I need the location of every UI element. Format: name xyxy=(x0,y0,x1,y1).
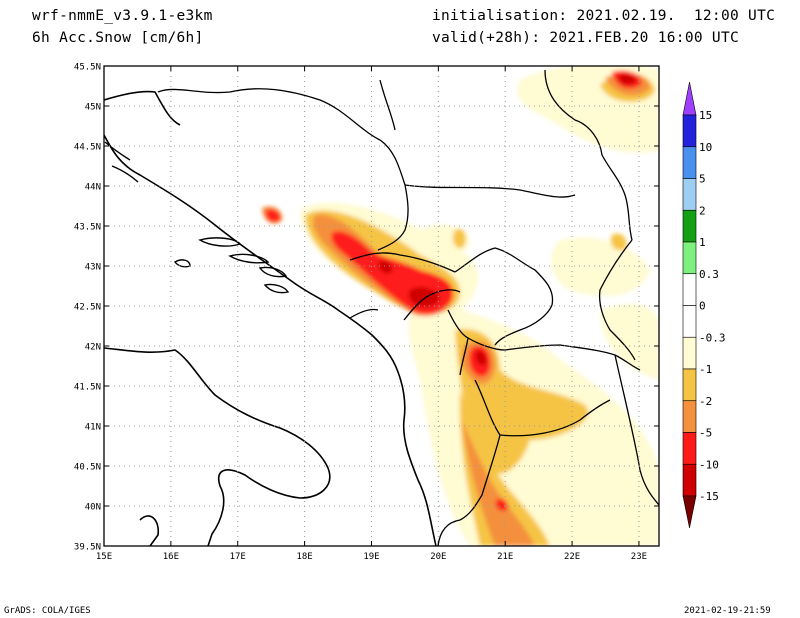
colorbar-label: 0 xyxy=(699,300,706,313)
longitude-axis: 15E 16E 17E 18E 19E 20E 21E 22E 23E xyxy=(96,66,647,562)
colorbar-label: -10 xyxy=(699,458,719,471)
lat-tick-label: 40N xyxy=(85,503,101,513)
lon-tick-label: 16E xyxy=(163,552,179,562)
lon-tick-label: 23E xyxy=(631,552,647,562)
colorbar-swatch xyxy=(682,305,697,338)
colorbar-label: 5 xyxy=(699,173,706,186)
colorbar-swatch xyxy=(682,400,697,433)
country-borders xyxy=(157,69,659,546)
colorbar-label: 0.3 xyxy=(699,268,719,281)
variable-title: 6h Acc.Snow [cm/6h] xyxy=(32,30,204,46)
lat-tick-label: 43N xyxy=(85,263,101,273)
coastlines xyxy=(104,90,437,546)
footer-credit: GrADS: COLA/IGES xyxy=(4,606,91,616)
lat-tick-label: 42N xyxy=(85,343,101,353)
colorbar-swatch xyxy=(682,146,697,179)
colorbar-label: -0.3 xyxy=(699,331,726,344)
lon-tick-label: 21E xyxy=(497,552,513,562)
latitude-axis: 45.5N 45N 44.5N 44N 43.5N 43N 42.5N 42N 41.5N 41N… xyxy=(74,63,659,553)
lat-tick-label: 45N xyxy=(85,103,101,113)
lat-tick-label: 44.5N xyxy=(74,143,101,153)
colorbar: 15 10 5 2 1 0.3 0 -0.3 -1 -2 -5 -10 -15 xyxy=(682,81,726,529)
lon-tick-label: 22E xyxy=(564,552,580,562)
colorbar-bottom-cap xyxy=(682,495,697,529)
init-time: initialisation: 2021.02.19. 12:00 UTC xyxy=(432,8,776,24)
colorbar-label: -15 xyxy=(699,490,719,503)
colorbar-label: 1 xyxy=(699,236,706,249)
colorbar-label: -1 xyxy=(699,363,712,376)
snow-field xyxy=(104,66,659,546)
lat-tick-label: 39.5N xyxy=(74,543,101,553)
footer-timestamp: 2021-02-19-21:59 xyxy=(684,606,771,616)
colorbar-top-cap xyxy=(682,81,697,116)
colorbar-label: 10 xyxy=(699,141,712,154)
colorbar-swatch xyxy=(682,209,697,243)
valid-time: valid(+28h): 2021.FEB.20 16:00 UTC xyxy=(432,30,740,46)
lat-tick-label: 43.5N xyxy=(74,223,101,233)
colorbar-swatch xyxy=(682,114,697,148)
colorbar-label: 2 xyxy=(699,204,706,217)
colorbar-label: -5 xyxy=(699,427,712,440)
colorbar-swatch xyxy=(682,368,697,402)
lat-tick-label: 44N xyxy=(85,183,101,193)
colorbar-swatch xyxy=(682,336,697,370)
colorbar-label: 15 xyxy=(699,109,712,122)
islands xyxy=(104,141,290,294)
graticule xyxy=(104,66,659,546)
lon-tick-label: 20E xyxy=(430,552,446,562)
lat-tick-label: 41.5N xyxy=(74,383,101,393)
lon-tick-label: 17E xyxy=(230,552,246,562)
lat-tick-label: 40.5N xyxy=(74,463,101,473)
colorbar-label: -2 xyxy=(699,395,712,408)
lon-tick-label: 15E xyxy=(96,552,112,562)
colorbar-swatch xyxy=(682,463,697,497)
lon-tick-label: 19E xyxy=(363,552,379,562)
lon-tick-label: 18E xyxy=(296,552,312,562)
lat-tick-label: 42.5N xyxy=(74,303,101,313)
colorbar-swatch xyxy=(682,178,697,211)
colorbar-swatch xyxy=(682,241,697,275)
colorbar-swatch xyxy=(682,273,697,306)
snow-band-extreme xyxy=(378,74,636,366)
colorbar-swatch xyxy=(682,432,697,465)
model-title: wrf-nmmE_v3.9.1-e3km xyxy=(32,8,213,24)
lat-tick-label: 45.5N xyxy=(74,63,101,73)
lat-tick-label: 41N xyxy=(85,423,101,433)
